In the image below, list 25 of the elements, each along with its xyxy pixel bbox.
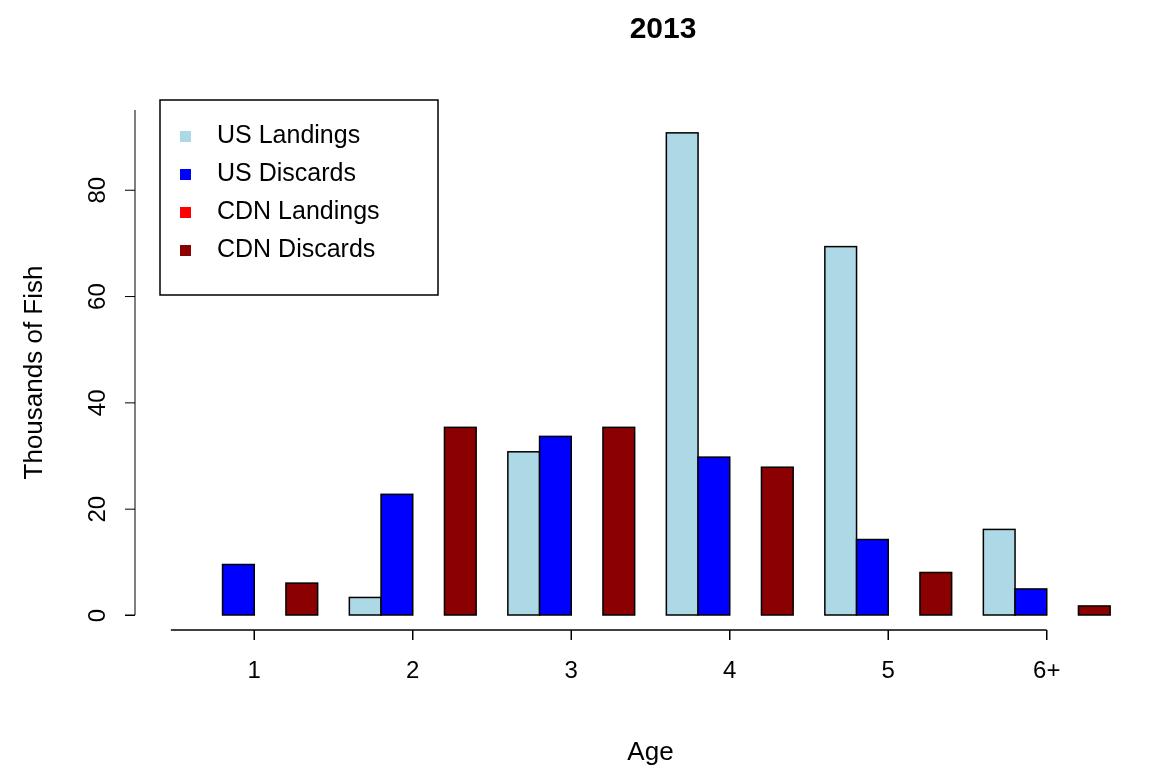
bar <box>221 563 255 616</box>
legend-label: CDN Discards <box>217 234 376 262</box>
legend-label: US Discards <box>217 158 356 186</box>
bar <box>443 426 477 616</box>
y-tick-label: 60 <box>83 283 110 310</box>
x-tick-label: 5 <box>881 656 895 683</box>
bar <box>602 426 636 616</box>
x-tick-label: 3 <box>564 656 578 683</box>
bar <box>1077 605 1111 616</box>
legend-label: US Landings <box>217 120 361 148</box>
bar <box>285 582 319 616</box>
x-tick-label: 6+ <box>1033 656 1061 683</box>
y-tick-label: 0 <box>83 608 110 623</box>
y-tick-label: 20 <box>83 495 110 523</box>
y-axis-title: Thousands of Fish <box>18 265 48 480</box>
chart-title: 2013 <box>629 11 697 44</box>
bar <box>760 466 794 616</box>
y-tick-label: 40 <box>83 389 110 417</box>
x-tick-label: 4 <box>723 656 737 683</box>
legend-label: CDN Landings <box>217 196 380 224</box>
x-axis-title: Age <box>627 736 674 766</box>
x-tick-label: 1 <box>247 656 261 683</box>
x-tick-label: 2 <box>406 656 420 683</box>
bar <box>919 571 953 616</box>
y-tick-label: 80 <box>83 176 110 204</box>
